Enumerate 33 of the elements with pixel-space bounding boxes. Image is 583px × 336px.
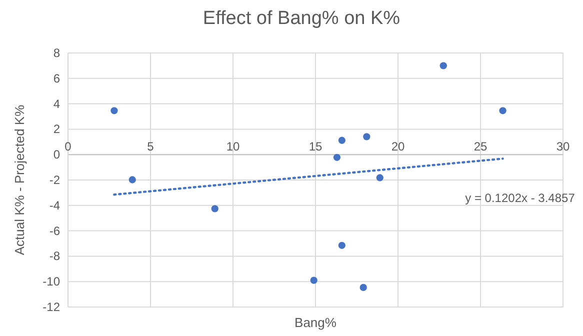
x-axis-title: Bang% [294, 315, 337, 330]
y-tick-label: -8 [49, 249, 60, 264]
x-tick-label: 25 [474, 140, 488, 154]
point [310, 276, 318, 284]
x-tick-label: 20 [391, 140, 405, 154]
x-tick-label: 0 [64, 140, 72, 154]
y-tick-label: 2 [53, 122, 60, 136]
point [211, 205, 218, 212]
point [333, 154, 341, 161]
y-tick-label: -4 [49, 198, 60, 212]
x-tick-label: 5 [147, 140, 154, 154]
point [338, 136, 346, 144]
point [338, 242, 346, 249]
y-tick-label: -2 [49, 173, 60, 187]
y-tick-label: 8 [53, 46, 60, 60]
y-tick-label: -12 [42, 300, 60, 314]
point [499, 107, 506, 114]
point [440, 62, 447, 70]
point [360, 284, 367, 292]
x-tick-label: 15 [308, 140, 322, 154]
y-tick-label: -10 [42, 274, 60, 289]
y-tick-label: 4 [53, 96, 60, 111]
x-tick-label: 30 [556, 140, 570, 154]
x-tick-label: 10 [226, 140, 240, 154]
annotation: y = 0.1202x - 3.4857 [465, 191, 576, 205]
y-tick-label: 6 [53, 71, 60, 86]
y-axis-title: Actual K% - Projected K% [12, 104, 27, 256]
chart-title: Effect of Bang% on K% [202, 8, 400, 29]
point [110, 107, 118, 114]
y-tick-label: -6 [49, 224, 60, 238]
point [128, 176, 136, 184]
point [376, 174, 384, 182]
point [363, 133, 370, 140]
